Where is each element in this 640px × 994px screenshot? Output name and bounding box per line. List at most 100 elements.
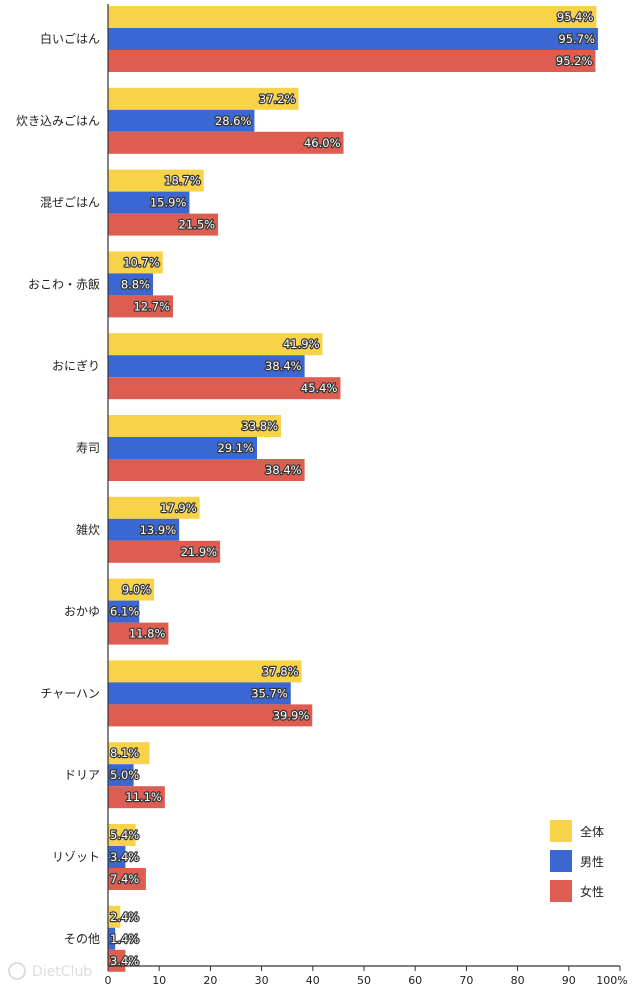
x-tick-label: 100% bbox=[596, 974, 627, 987]
data-label: 1.4% bbox=[110, 932, 139, 946]
bar bbox=[108, 437, 257, 459]
x-tick-label: 20 bbox=[203, 974, 217, 987]
data-label: 3.4% bbox=[110, 954, 139, 968]
bar bbox=[108, 496, 200, 519]
category-label: 炊き込みごはん bbox=[16, 113, 100, 128]
bars-layer bbox=[108, 6, 598, 972]
bar bbox=[108, 704, 313, 727]
data-label: 12.7% bbox=[133, 299, 170, 313]
data-label: 6.1% bbox=[110, 605, 139, 619]
bar bbox=[108, 333, 323, 356]
data-label: 35.7% bbox=[251, 686, 288, 700]
data-label: 46.0% bbox=[304, 136, 341, 150]
bar bbox=[108, 251, 163, 274]
data-label: 11.8% bbox=[129, 627, 166, 641]
data-label: 45.4% bbox=[301, 381, 338, 395]
category-label: おにぎり bbox=[52, 359, 100, 373]
x-tick-label: 70 bbox=[459, 974, 473, 987]
bar bbox=[108, 786, 165, 809]
data-label: 38.4% bbox=[265, 463, 302, 477]
bar bbox=[108, 191, 190, 214]
legend-swatch bbox=[550, 880, 572, 902]
x-tick-label: 10 bbox=[152, 974, 166, 987]
bar bbox=[108, 355, 305, 378]
data-label: 37.8% bbox=[262, 664, 299, 678]
category-label: チャーハン bbox=[40, 686, 100, 700]
data-label: 29.1% bbox=[217, 441, 254, 455]
value-labels-layer: 95.4% 95.7% 95.2% 37.2% 28.6% 46.0% 18.7% 15.9%… bbox=[109, 9, 596, 969]
bar bbox=[108, 868, 146, 890]
bar bbox=[108, 682, 291, 705]
x-axis: 0 10 20 30 40 50 60 70 80 90 100% bbox=[105, 4, 628, 987]
bar bbox=[108, 846, 126, 868]
bar bbox=[108, 540, 221, 563]
data-label: 5.4% bbox=[110, 828, 139, 842]
data-label: 37.2% bbox=[259, 92, 296, 106]
bar bbox=[108, 109, 255, 132]
bar bbox=[108, 377, 341, 400]
bar bbox=[108, 905, 121, 928]
data-label: 15.9% bbox=[150, 196, 187, 210]
legend-label: 女性 bbox=[580, 884, 604, 899]
bar bbox=[108, 169, 204, 192]
legend-label: 全体 bbox=[580, 824, 604, 839]
data-label: 2.4% bbox=[110, 910, 139, 924]
x-tick-label: 80 bbox=[511, 974, 525, 987]
watermark-text: DietClub bbox=[32, 964, 92, 980]
data-label: 33.8% bbox=[242, 419, 279, 433]
data-label: 8.8% bbox=[121, 277, 150, 291]
category-label: 混ぜごはん bbox=[40, 195, 100, 210]
bar bbox=[108, 518, 180, 541]
bar bbox=[108, 824, 136, 846]
data-label: 13.9% bbox=[140, 523, 177, 537]
data-label: 41.9% bbox=[283, 337, 320, 351]
data-label: 28.6% bbox=[215, 114, 252, 128]
data-label: 95.4% bbox=[557, 10, 594, 24]
category-label: 雑炊 bbox=[76, 522, 100, 537]
category-label: おこわ・赤飯 bbox=[28, 276, 100, 291]
data-label: 18.7% bbox=[164, 174, 201, 188]
category-labels-layer: 白いごはん炊き込みごはん混ぜごはんおこわ・赤飯おにぎり寿司雑炊おかゆチャーハンド… bbox=[16, 31, 100, 946]
watermark-logo: DietClub bbox=[8, 962, 92, 980]
bar bbox=[108, 660, 302, 683]
data-label: 39.9% bbox=[273, 708, 310, 722]
data-label: 21.9% bbox=[181, 545, 218, 559]
data-label: 3.4% bbox=[110, 850, 139, 864]
category-label: ドリア bbox=[64, 768, 100, 782]
bar bbox=[108, 28, 598, 50]
data-label: 11.1% bbox=[125, 790, 162, 804]
data-label: 95.7% bbox=[558, 32, 595, 46]
bar bbox=[108, 295, 174, 318]
bar bbox=[108, 213, 219, 236]
bar bbox=[108, 87, 299, 110]
watermark-icon bbox=[8, 962, 26, 980]
bar bbox=[108, 578, 155, 601]
data-label: 95.2% bbox=[556, 54, 593, 68]
legend-swatch bbox=[550, 850, 572, 872]
category-label: 白いごはん bbox=[40, 31, 100, 46]
bar bbox=[108, 622, 169, 645]
data-label: 38.4% bbox=[265, 359, 302, 373]
legend-label: 男性 bbox=[580, 855, 604, 869]
bar bbox=[108, 131, 344, 154]
category-label: おかゆ bbox=[64, 605, 100, 619]
legend-swatch bbox=[550, 820, 572, 842]
category-label: その他 bbox=[64, 932, 100, 946]
x-tick-label: 60 bbox=[408, 974, 422, 987]
bar bbox=[108, 50, 596, 72]
data-label: 21.5% bbox=[179, 218, 216, 232]
data-label: 9.0% bbox=[122, 583, 151, 597]
bar bbox=[108, 415, 282, 437]
x-tick-label: 0 bbox=[105, 974, 112, 987]
bar bbox=[108, 600, 140, 623]
x-tick-label: 50 bbox=[357, 974, 371, 987]
bar bbox=[108, 764, 134, 787]
x-tick-label: 30 bbox=[255, 974, 269, 987]
category-label: リゾット bbox=[52, 850, 100, 864]
bar bbox=[108, 459, 305, 481]
category-label: 寿司 bbox=[76, 441, 100, 455]
data-label: 10.7% bbox=[123, 255, 160, 269]
data-label: 7.4% bbox=[110, 872, 139, 886]
